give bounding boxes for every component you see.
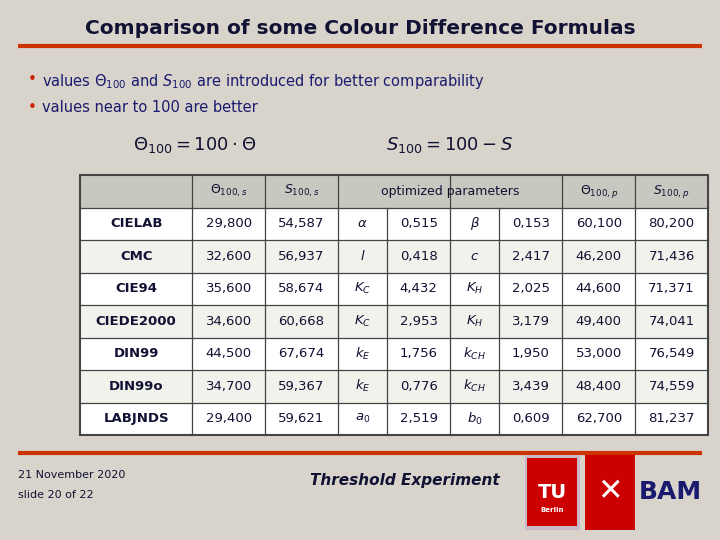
Text: $K_H$: $K_H$ — [466, 314, 483, 329]
Bar — [525, 455, 580, 530]
Bar — [80, 240, 708, 273]
Text: $b_0$: $b_0$ — [467, 411, 482, 427]
Text: TU: TU — [537, 483, 567, 502]
Text: 60,668: 60,668 — [279, 315, 325, 328]
Bar — [80, 175, 708, 207]
Text: $\Theta_{100,s}$: $\Theta_{100,s}$ — [210, 183, 248, 199]
Text: 44,600: 44,600 — [576, 282, 622, 295]
Text: $l$: $l$ — [360, 249, 365, 263]
Bar — [80, 370, 708, 402]
Text: values near to 100 are better: values near to 100 are better — [42, 100, 258, 115]
Text: 74,559: 74,559 — [649, 380, 695, 393]
Text: $\alpha$: $\alpha$ — [357, 217, 368, 230]
Bar — [80, 175, 708, 435]
Text: $S_{100,p}$: $S_{100,p}$ — [654, 183, 690, 200]
Text: 76,549: 76,549 — [649, 347, 695, 360]
Text: $K_C$: $K_C$ — [354, 314, 371, 329]
Bar — [585, 455, 635, 530]
Text: $S_{100,s}$: $S_{100,s}$ — [284, 183, 319, 199]
Text: 2,519: 2,519 — [400, 412, 438, 426]
Text: $K_C$: $K_C$ — [354, 281, 371, 296]
Text: $k_{CH}$: $k_{CH}$ — [464, 346, 486, 362]
Bar — [527, 458, 577, 526]
Text: 46,200: 46,200 — [576, 249, 622, 263]
Text: •: • — [28, 100, 37, 115]
Text: Berlin: Berlin — [540, 507, 564, 513]
Text: 3,439: 3,439 — [512, 380, 550, 393]
Text: $a_0$: $a_0$ — [355, 412, 370, 426]
Bar — [80, 402, 708, 435]
Text: 32,600: 32,600 — [205, 249, 252, 263]
Text: 54,587: 54,587 — [279, 217, 325, 230]
Text: 0,776: 0,776 — [400, 380, 438, 393]
Text: 71,371: 71,371 — [648, 282, 695, 295]
Text: 49,400: 49,400 — [576, 315, 622, 328]
Bar — [80, 273, 708, 305]
Text: $K_H$: $K_H$ — [466, 281, 483, 296]
Text: 0,515: 0,515 — [400, 217, 438, 230]
Text: 1,756: 1,756 — [400, 347, 438, 360]
Text: 67,674: 67,674 — [279, 347, 325, 360]
Text: DIN99o: DIN99o — [109, 380, 163, 393]
Text: 0,418: 0,418 — [400, 249, 438, 263]
Text: ✕: ✕ — [598, 477, 623, 507]
Text: slide 20 of 22: slide 20 of 22 — [18, 490, 94, 500]
Text: 34,700: 34,700 — [205, 380, 252, 393]
Text: 53,000: 53,000 — [576, 347, 622, 360]
Text: $\Theta_{100} = 100 \cdot \Theta$: $\Theta_{100} = 100 \cdot \Theta$ — [133, 135, 256, 155]
Text: 56,937: 56,937 — [279, 249, 325, 263]
Text: 59,367: 59,367 — [279, 380, 325, 393]
Text: 60,100: 60,100 — [576, 217, 622, 230]
Text: $k_E$: $k_E$ — [355, 378, 370, 394]
Text: 62,700: 62,700 — [576, 412, 622, 426]
Text: 80,200: 80,200 — [649, 217, 695, 230]
Text: 21 November 2020: 21 November 2020 — [18, 470, 125, 480]
Text: $S_{100} = 100 - S$: $S_{100} = 100 - S$ — [387, 135, 513, 155]
Text: CIEDE2000: CIEDE2000 — [96, 315, 176, 328]
Text: 58,674: 58,674 — [279, 282, 325, 295]
Bar — [80, 338, 708, 370]
Text: 29,800: 29,800 — [206, 217, 252, 230]
Text: 44,500: 44,500 — [206, 347, 252, 360]
Text: 74,041: 74,041 — [649, 315, 695, 328]
Text: DIN99: DIN99 — [114, 347, 159, 360]
Text: $\beta$: $\beta$ — [469, 215, 480, 232]
Text: $k_{CH}$: $k_{CH}$ — [464, 378, 486, 394]
Text: 0,153: 0,153 — [512, 217, 550, 230]
Text: 3,179: 3,179 — [512, 315, 550, 328]
Text: 2,417: 2,417 — [512, 249, 550, 263]
Text: CIE94: CIE94 — [115, 282, 157, 295]
Text: 48,400: 48,400 — [576, 380, 622, 393]
Text: Comparison of some Colour Difference Formulas: Comparison of some Colour Difference For… — [85, 18, 635, 37]
Text: $\Theta_{100,p}$: $\Theta_{100,p}$ — [580, 183, 618, 200]
Bar — [80, 305, 708, 338]
Text: 29,400: 29,400 — [206, 412, 252, 426]
Text: •: • — [28, 72, 37, 87]
Text: $c$: $c$ — [470, 249, 480, 263]
Text: 2,953: 2,953 — [400, 315, 438, 328]
Text: 2,025: 2,025 — [512, 282, 550, 295]
Text: 71,436: 71,436 — [649, 249, 695, 263]
Text: 1,950: 1,950 — [512, 347, 550, 360]
Text: values $\Theta_{100}$ and $S_{100}$ are introduced for better comparability: values $\Theta_{100}$ and $S_{100}$ are … — [42, 72, 485, 91]
Text: 35,600: 35,600 — [205, 282, 252, 295]
Text: Threshold Experiment: Threshold Experiment — [310, 472, 500, 488]
Text: 34,600: 34,600 — [206, 315, 252, 328]
Text: 0,609: 0,609 — [512, 412, 549, 426]
Text: optimized parameters: optimized parameters — [381, 185, 519, 198]
Text: BAM: BAM — [639, 480, 701, 504]
Text: CIELAB: CIELAB — [110, 217, 163, 230]
Text: 59,621: 59,621 — [279, 412, 325, 426]
Text: 4,432: 4,432 — [400, 282, 438, 295]
Text: 81,237: 81,237 — [648, 412, 695, 426]
Bar — [80, 207, 708, 240]
Text: CMC: CMC — [120, 249, 153, 263]
Text: LABJNDS: LABJNDS — [103, 412, 169, 426]
Text: $k_E$: $k_E$ — [355, 346, 370, 362]
